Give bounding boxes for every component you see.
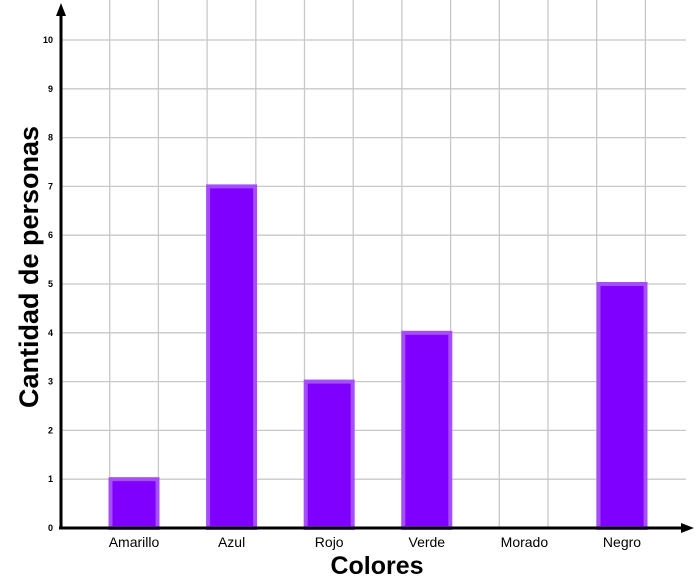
axes (56, 3, 694, 533)
bar-azul (206, 184, 258, 530)
y-tick-label: 8 (48, 133, 53, 143)
y-tick-label: 5 (48, 279, 53, 289)
y-axis-label: Cantidad de personas (14, 126, 44, 408)
bar-negro (596, 282, 648, 530)
y-tick-label: 4 (48, 328, 53, 338)
y-tick-label: 9 (48, 84, 53, 94)
x-tick-label: Amarillo (109, 534, 160, 550)
x-tick-label: Azul (218, 534, 245, 550)
y-tick-label: 10 (43, 35, 53, 45)
y-tick-label: 6 (48, 230, 53, 240)
y-tick-label: 3 (48, 377, 53, 387)
y-tick-label: 2 (48, 425, 53, 435)
bars (108, 184, 648, 531)
x-tick-label: Rojo (315, 534, 344, 550)
x-axis-arrow (681, 523, 694, 533)
y-axis-arrow (56, 3, 66, 16)
bar-verde (401, 330, 453, 530)
y-tick-label: 7 (48, 181, 53, 191)
x-axis-label: Colores (330, 552, 423, 580)
x-tick-label: Morado (501, 534, 549, 550)
x-tick-label: Negro (603, 534, 641, 550)
y-tick-labels: 0 1 2 3 4 5 6 7 8 9 10 (43, 35, 53, 533)
y-tick-label: 0 (48, 523, 53, 533)
x-tick-labels: Amarillo Azul Rojo Verde Morado Negro (109, 534, 642, 550)
bar-amarillo (108, 477, 160, 531)
x-tick-label: Verde (409, 534, 446, 550)
bar-rojo (303, 379, 355, 530)
y-tick-label: 1 (48, 474, 53, 484)
grid-lines (61, 0, 686, 528)
